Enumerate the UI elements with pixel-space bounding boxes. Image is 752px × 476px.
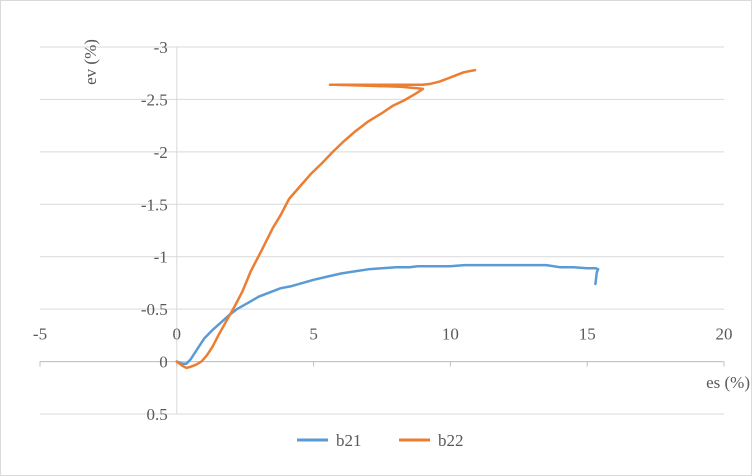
legend-label-b22: b22: [438, 431, 464, 450]
series-layer: [175, 68, 600, 370]
axes-layer: [39, 47, 725, 414]
y-tick-label: 0.5: [147, 405, 168, 424]
x-axis-title: es (%): [706, 373, 750, 392]
x-tick-label: 20: [716, 325, 733, 344]
y-tick-label: -2.5: [141, 90, 168, 109]
x-tick-label: 0: [173, 325, 182, 344]
y-tick-label: 0: [159, 353, 168, 372]
legend: b21 b22: [297, 431, 464, 450]
y-tick-label: -3: [154, 38, 168, 57]
series-line-b22: [175, 68, 477, 370]
series-line-b21: [175, 263, 600, 365]
y-axis-title: ev (%): [81, 39, 100, 85]
y-tick-label: -1: [154, 248, 168, 267]
legend-label-b21: b21: [336, 431, 362, 450]
x-tick-label: 10: [442, 325, 459, 344]
y-tick-label: -1.5: [141, 195, 168, 214]
x-tick-label: -5: [33, 325, 47, 344]
y-tick-label: -2: [154, 143, 168, 162]
y-tick-label: -0.5: [141, 300, 168, 319]
tick-labels: -3 -2.5 -2 -1.5 -1 -0.5 0 0.5 -5 0 5 10 15 20: [33, 38, 733, 424]
x-tick-label: 5: [309, 325, 318, 344]
x-tick-label: 15: [579, 325, 596, 344]
